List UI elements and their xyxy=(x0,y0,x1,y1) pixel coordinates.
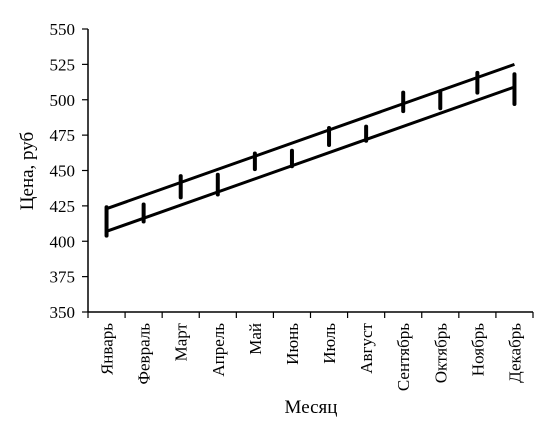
y-tick-label: 475 xyxy=(50,126,76,145)
x-tick-label: Декабрь xyxy=(505,323,524,383)
x-tick-label: Март xyxy=(172,322,191,361)
x-axis-title: Месяц xyxy=(285,397,338,418)
y-tick-label: 400 xyxy=(50,232,76,251)
y-tick-label: 550 xyxy=(50,20,76,39)
y-tick-label: 425 xyxy=(50,197,76,216)
x-tick-label: Октябрь xyxy=(431,323,450,383)
y-tick-label: 500 xyxy=(50,91,76,110)
x-tick-label: Май xyxy=(246,323,265,355)
x-tick-label: Февраль xyxy=(135,323,154,385)
y-axis-title: Цена, руб xyxy=(17,132,38,210)
y-axis: 350 375 400 425 450 475 500 525 550 xyxy=(50,20,89,322)
x-tick-label: Июнь xyxy=(283,323,302,365)
x-axis: Январь Февраль Март Апрель Май Июнь Июль Август… xyxy=(87,311,534,391)
x-tick-label: Январь xyxy=(98,323,117,375)
y-tick-label: 525 xyxy=(50,55,76,74)
x-tick-label: Сентябрь xyxy=(394,323,413,391)
lower-trend-line xyxy=(106,85,515,233)
plot-area xyxy=(104,62,517,238)
x-tick-label: Июль xyxy=(320,323,339,364)
y-tick-label: 450 xyxy=(50,162,76,181)
x-tick-label: Ноябрь xyxy=(468,323,487,376)
y-tick-label: 350 xyxy=(50,303,76,322)
y-tick-label: 375 xyxy=(50,268,76,287)
x-tick-label: Август xyxy=(357,322,376,373)
x-tick-label: Апрель xyxy=(209,323,228,377)
upper-trend-line xyxy=(106,62,515,211)
